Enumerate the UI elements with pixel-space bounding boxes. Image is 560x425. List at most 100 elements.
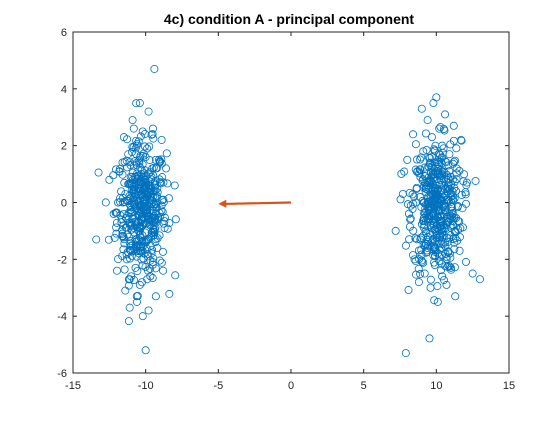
data-point xyxy=(419,231,428,240)
data-point xyxy=(412,183,421,192)
data-point xyxy=(437,266,446,275)
data-point xyxy=(143,190,152,199)
data-point xyxy=(122,223,131,232)
data-point xyxy=(445,150,454,159)
data-point xyxy=(424,232,433,241)
data-point xyxy=(426,154,435,163)
data-point xyxy=(137,191,146,200)
data-point xyxy=(457,190,466,199)
data-point xyxy=(441,110,450,119)
data-point xyxy=(141,346,150,355)
data-point xyxy=(146,168,155,177)
data-point xyxy=(118,193,127,202)
data-point xyxy=(140,142,149,151)
data-point xyxy=(157,258,166,267)
data-point xyxy=(151,164,160,173)
data-point xyxy=(411,140,420,149)
data-point xyxy=(152,192,161,201)
data-point xyxy=(128,197,137,206)
data-point xyxy=(431,252,440,261)
data-point xyxy=(409,130,418,139)
data-point xyxy=(468,269,477,278)
data-point xyxy=(152,203,161,212)
data-point xyxy=(139,174,148,183)
data-point xyxy=(110,233,119,242)
data-point xyxy=(145,177,154,186)
data-point xyxy=(138,221,147,230)
data-point xyxy=(415,165,424,174)
data-point xyxy=(429,99,438,108)
data-point xyxy=(140,169,149,178)
arrow-head xyxy=(218,199,227,208)
data-point xyxy=(126,172,135,181)
data-point xyxy=(417,104,426,113)
data-point xyxy=(138,312,147,321)
data-point xyxy=(437,200,446,209)
data-point xyxy=(444,184,453,193)
data-point xyxy=(105,175,114,184)
data-point xyxy=(401,241,410,250)
data-point xyxy=(117,226,126,235)
data-point xyxy=(423,116,432,125)
data-point xyxy=(417,256,426,265)
data-point xyxy=(426,202,435,211)
data-point xyxy=(148,260,157,269)
x-tick-label: 5 xyxy=(361,380,367,392)
data-point xyxy=(133,267,142,276)
data-point xyxy=(454,225,463,234)
data-point xyxy=(155,256,164,265)
data-point xyxy=(129,182,138,191)
data-point xyxy=(439,144,448,153)
data-point xyxy=(425,334,434,343)
data-point xyxy=(126,206,135,215)
y-tick-label: 6 xyxy=(61,27,67,39)
data-point xyxy=(435,172,444,181)
data-point xyxy=(135,159,144,168)
data-point xyxy=(132,172,141,181)
data-point xyxy=(144,107,153,116)
data-point xyxy=(455,246,464,255)
data-point xyxy=(430,145,439,154)
data-point xyxy=(438,272,447,281)
y-tick-label: 0 xyxy=(61,198,67,210)
data-point xyxy=(125,303,134,312)
data-point xyxy=(448,196,457,205)
data-point xyxy=(450,245,459,254)
x-tick-label: -10 xyxy=(138,380,154,392)
data-point xyxy=(434,207,443,216)
data-point xyxy=(138,246,147,255)
data-point xyxy=(442,195,451,204)
data-point xyxy=(149,226,158,235)
y-tick-label: -4 xyxy=(57,311,67,323)
data-point xyxy=(414,278,423,287)
data-point xyxy=(449,136,458,145)
data-point xyxy=(159,266,168,275)
data-point xyxy=(435,178,444,187)
data-point xyxy=(405,188,414,197)
data-point xyxy=(401,349,410,358)
data-point xyxy=(417,250,426,259)
data-point xyxy=(426,275,435,284)
data-point xyxy=(144,266,153,275)
data-point xyxy=(124,281,133,290)
data-point xyxy=(148,274,157,283)
data-point xyxy=(452,169,461,178)
data-point xyxy=(435,257,444,266)
data-point xyxy=(165,219,174,228)
data-point xyxy=(444,217,453,226)
data-point xyxy=(422,228,431,237)
data-point xyxy=(430,296,439,305)
data-point xyxy=(116,194,125,203)
data-point xyxy=(148,217,157,226)
data-point xyxy=(149,134,158,143)
data-point xyxy=(417,203,426,212)
data-point xyxy=(171,215,180,224)
data-point xyxy=(120,178,129,187)
data-point xyxy=(155,155,164,164)
data-point xyxy=(436,230,445,239)
data-point xyxy=(413,235,422,244)
data-point xyxy=(441,157,450,166)
y-tick-label: 4 xyxy=(61,84,67,96)
data-point xyxy=(131,240,140,249)
